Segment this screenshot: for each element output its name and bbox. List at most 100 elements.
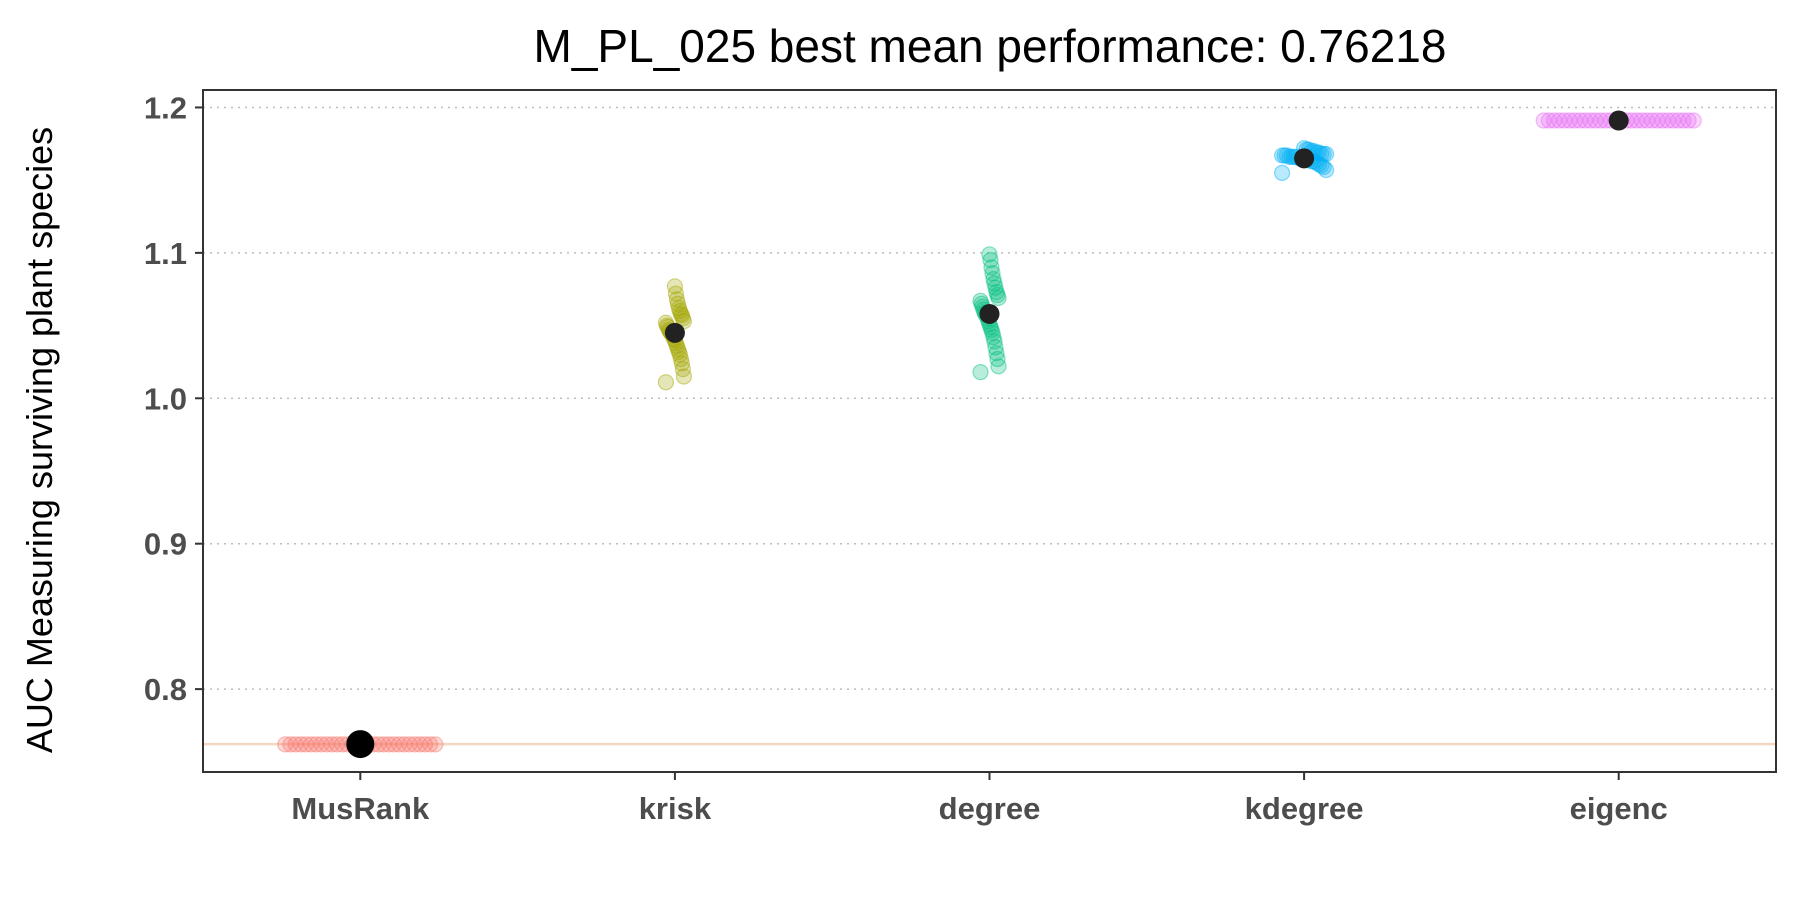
mean-point	[1608, 110, 1629, 131]
data-point	[1680, 112, 1697, 129]
data-point	[1313, 145, 1330, 163]
data-point	[672, 305, 690, 323]
mean-point	[346, 730, 375, 759]
data-point	[670, 343, 688, 360]
data-point	[401, 736, 418, 753]
data-point	[427, 736, 444, 753]
x-tick-label: kdegree	[1245, 791, 1364, 826]
data-point	[1551, 112, 1568, 129]
data-point	[1273, 147, 1291, 164]
data-point	[987, 279, 1004, 296]
data-point	[411, 736, 428, 753]
data-point	[1576, 112, 1594, 129]
data-point	[1313, 157, 1330, 174]
data-point	[303, 736, 320, 753]
data-point	[1639, 112, 1656, 129]
data-point	[984, 265, 1001, 282]
series-MusRank	[277, 730, 444, 759]
data-point	[1540, 112, 1557, 129]
data-point	[989, 286, 1006, 304]
data-point	[416, 736, 434, 753]
data-point	[673, 355, 691, 372]
data-point	[1317, 161, 1335, 179]
data-point	[1545, 112, 1563, 129]
data-point	[1315, 158, 1332, 176]
data-point	[672, 350, 690, 368]
x-tick-label: eigenc	[1570, 791, 1668, 826]
data-point	[313, 736, 330, 753]
data-point	[277, 736, 294, 753]
data-point	[323, 736, 340, 753]
data-point	[287, 736, 304, 753]
data-point	[297, 736, 315, 753]
data-point	[1556, 112, 1573, 129]
data-point	[675, 368, 693, 385]
data-point	[667, 285, 685, 302]
data-point	[1587, 112, 1604, 129]
y-tick-label: 0.9	[144, 527, 187, 562]
data-point	[972, 292, 989, 309]
data-point	[396, 736, 413, 753]
data-point	[1633, 112, 1651, 129]
series-degree	[972, 246, 1007, 381]
y-tick-label: 1.0	[144, 381, 187, 416]
data-point	[1582, 112, 1599, 129]
data-point	[1592, 112, 1609, 129]
data-point	[984, 324, 1001, 341]
data-point	[1664, 112, 1682, 129]
data-point	[987, 339, 1004, 356]
data-point	[674, 361, 692, 378]
data-point	[1628, 112, 1645, 129]
mean-point	[664, 322, 685, 343]
data-point	[990, 289, 1007, 307]
data-point	[990, 358, 1007, 375]
data-point	[1273, 164, 1291, 181]
data-point	[282, 736, 299, 753]
data-point	[1535, 112, 1552, 129]
plot-area: 0.8 0.9 1.0 1.1 1.2 MusRank krisk degree kdegree…	[144, 89, 1777, 826]
data-point	[406, 736, 423, 753]
data-point	[673, 307, 691, 324]
data-point	[292, 736, 309, 753]
data-point	[670, 300, 688, 317]
series-eigenc	[1535, 110, 1702, 131]
data-point	[1675, 112, 1692, 129]
data-point	[972, 364, 989, 381]
series-krisk	[657, 278, 693, 391]
mean-point	[979, 303, 1000, 324]
data-point	[1670, 112, 1687, 129]
data-point	[669, 295, 687, 312]
y-tick-label: 1.2	[144, 90, 187, 125]
data-point	[986, 333, 1003, 350]
x-tick-label: MusRank	[291, 791, 430, 826]
data-point	[1278, 147, 1296, 164]
data-point	[985, 329, 1002, 346]
mean-point	[1294, 148, 1315, 169]
y-axis-label: AUC Measuring surviving plant species	[19, 127, 60, 753]
data-point	[318, 736, 335, 753]
data-point	[988, 284, 1005, 301]
y-tick-label: 0.8	[144, 672, 187, 707]
y-tick-label: 1.1	[144, 236, 187, 271]
x-tick-label: krisk	[639, 791, 712, 826]
data-point	[666, 278, 684, 295]
data-point	[380, 736, 397, 753]
data-point	[1561, 112, 1578, 129]
data-point	[422, 736, 439, 753]
data-point	[668, 291, 686, 308]
data-point	[1659, 112, 1676, 129]
chart-title: M_PL_025 best mean performance: 0.76218	[534, 20, 1447, 72]
data-point	[1317, 145, 1335, 163]
data-point	[1644, 112, 1661, 129]
data-point	[308, 736, 325, 753]
data-point	[328, 736, 346, 753]
data-point	[1649, 112, 1666, 129]
x-tick-label: degree	[939, 791, 1041, 826]
data-point	[671, 346, 689, 363]
data-point	[981, 246, 998, 263]
data-point	[989, 350, 1006, 368]
data-point	[1566, 112, 1583, 129]
data-point	[657, 374, 675, 391]
data-point	[1571, 112, 1589, 129]
